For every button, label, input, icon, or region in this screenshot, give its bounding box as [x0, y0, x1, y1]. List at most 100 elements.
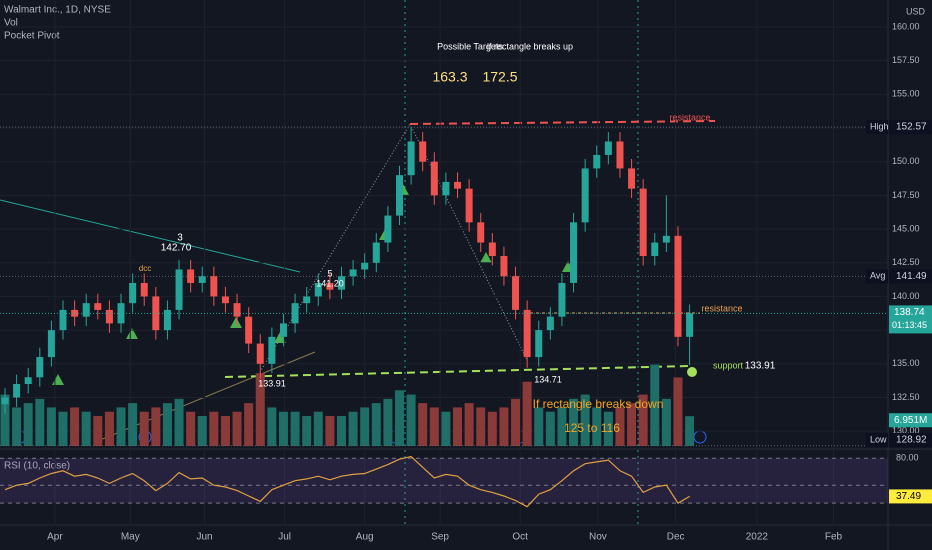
candle-body [465, 188, 473, 223]
indicator-label: Pocket Pivot [4, 31, 60, 42]
volume-bar [325, 416, 335, 446]
signal-marker [480, 252, 492, 263]
candle-body [198, 276, 206, 283]
volume-bar [348, 411, 358, 446]
level-value: 141.49 [896, 271, 927, 282]
candle-body [175, 269, 183, 310]
volume-bar [603, 411, 613, 446]
current-price: 138.74 [894, 307, 925, 318]
volume-bar [12, 407, 22, 446]
y-tick-label: 142.50 [892, 257, 920, 267]
signal-marker [230, 317, 242, 328]
volume-bar [429, 407, 439, 446]
volume-bar [522, 381, 532, 446]
y-tick-label: 160.00 [892, 21, 920, 31]
annotation: 5 [327, 268, 332, 278]
annotation: 142.70 [161, 243, 192, 254]
volume-bar [615, 407, 625, 446]
candle-body [303, 296, 311, 304]
volume-bar [0, 394, 10, 446]
volume-bar [162, 403, 172, 446]
volume-bar [197, 416, 207, 446]
level-name-box [866, 269, 888, 284]
volume-bar [627, 403, 637, 446]
volume-bar [116, 407, 126, 446]
x-tick-label: Apr [47, 532, 63, 543]
y-tick-label: 147.50 [892, 190, 920, 200]
annotation: resistance [669, 112, 710, 122]
question-marker[interactable] [687, 367, 697, 377]
currency: USD [906, 6, 926, 16]
volume-bar [336, 416, 346, 446]
candle-body [662, 235, 670, 243]
x-tick-label: May [121, 532, 140, 543]
candle-body [82, 303, 90, 317]
candle-body [488, 242, 496, 257]
volume-bar [418, 403, 428, 446]
candle-body [36, 357, 44, 378]
volume-bar [232, 411, 242, 446]
candle-body [674, 235, 682, 337]
volume-bar [534, 407, 544, 446]
candle-body [279, 323, 287, 337]
candle-body [245, 316, 253, 344]
rsi-value-box [889, 489, 932, 504]
annotation: 125 to 116 [564, 421, 620, 435]
rsi-line [4, 455, 690, 508]
candle-body [535, 330, 543, 358]
candle-body [47, 330, 55, 358]
volume-bar [406, 394, 416, 446]
indicator-label: Vol [4, 18, 18, 29]
candle-body [163, 309, 171, 331]
y-tick-label: 135.00 [892, 358, 920, 368]
volume-bar [545, 411, 555, 446]
level-name-box [866, 120, 888, 135]
level-name: Avg [870, 271, 885, 281]
candle-body [24, 377, 32, 385]
volume-bar [580, 394, 590, 446]
volume-bar [151, 407, 161, 446]
x-tick-label: Feb [825, 532, 843, 543]
candle-body [71, 309, 79, 317]
candle-body [581, 168, 589, 223]
candle-body [651, 242, 659, 257]
symbol-title: Walmart Inc., 1D, NYSE [4, 5, 111, 16]
candle-body [221, 296, 229, 304]
candle-body [233, 303, 241, 317]
x-tick-label: 2022 [746, 532, 769, 543]
volume-bar [487, 411, 497, 446]
candle-body [523, 309, 531, 358]
volume-bar [383, 398, 393, 446]
candle-body [454, 181, 462, 189]
candle-body [384, 215, 392, 243]
candle-body [1, 397, 9, 405]
annotation: 141.20 [316, 278, 344, 288]
volume-bar [441, 411, 451, 446]
candle-body [129, 282, 137, 304]
candle-body [349, 269, 357, 277]
candle-body [686, 313, 694, 337]
current-price-box [889, 305, 932, 334]
volume-bar [209, 411, 219, 446]
level-box [889, 433, 932, 447]
candle-body [361, 262, 369, 270]
volume-bar [93, 416, 103, 446]
candle-body [152, 296, 160, 331]
annotation: 133.91 [258, 378, 286, 388]
rsi-band [0, 458, 888, 504]
level-value: 152.57 [896, 122, 927, 133]
countdown: 01:13:45 [892, 320, 927, 330]
annotation: if rectangle breaks up [487, 41, 573, 51]
volume-bar [81, 411, 91, 446]
candle-body [604, 141, 612, 155]
candle-body [94, 303, 102, 310]
candle-body [558, 282, 566, 317]
candle-body [13, 384, 21, 398]
y-tick-label: 140.00 [892, 291, 920, 301]
volume-bar [58, 411, 68, 446]
signal-marker [126, 328, 138, 339]
level-name: High [870, 121, 889, 131]
volume-bar [302, 416, 312, 446]
volume-box [889, 413, 932, 428]
